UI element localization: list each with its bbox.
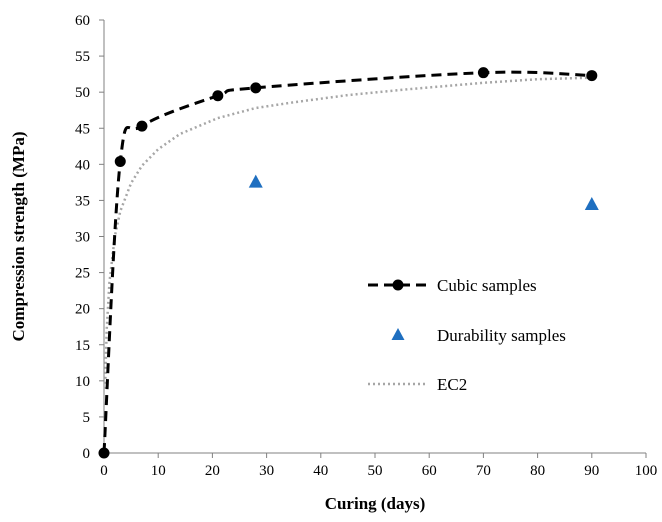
legend-entry-durability: Durability samples [391,326,566,345]
x-tick-label: 60 [422,463,437,479]
y-tick-label: 30 [75,230,90,246]
x-tick-label: 80 [530,463,545,479]
legend-durability-marker [391,328,405,340]
cubic-line [102,70,592,454]
durability-point [248,174,263,188]
x-tick-label: 90 [584,463,599,479]
y-tick-label: 50 [75,85,90,101]
y-tick-label: 15 [75,338,90,354]
legend-label-ec2: EC2 [437,375,467,394]
legend-label-cubic: Cubic samples [437,276,537,295]
x-tick-label: 50 [368,463,383,479]
y-tick-label: 25 [75,266,90,282]
durability-point [584,197,599,211]
cubic-point [98,447,110,459]
cubic-point [212,90,224,102]
legend-label-durability: Durability samples [437,326,566,345]
y-axis-title: Compression strength (MPa) [9,132,28,342]
legend-entry-ec2: EC2 [368,375,467,394]
cubic-point [114,155,126,167]
y-tick-label: 20 [75,302,90,318]
x-tick-label: 100 [635,463,658,479]
legend-cubic-marker [392,279,404,291]
y-tick-label: 35 [75,193,90,209]
axes: 0 10 20 30 40 50 60 70 80 90 100 0 5 10 15 20 25 30 35 40 45… [75,13,657,479]
y-tick-label: 5 [83,410,91,426]
x-tick-label: 40 [313,463,328,479]
y-tick-label: 55 [75,49,90,65]
cubic-point [136,120,148,132]
x-tick-label: 10 [151,463,166,479]
y-tick-label: 60 [75,13,90,29]
cubic-point [586,70,598,82]
legend: Cubic samples Durability samples EC2 [368,276,566,394]
cubic-point [250,82,262,94]
x-tick-label: 0 [100,463,108,479]
y-tick-label: 40 [75,157,90,173]
series-layer [98,67,599,459]
y-tick-label: 0 [83,446,91,462]
x-tick-label: 20 [205,463,220,479]
y-tick-label: 45 [75,121,90,137]
legend-entry-cubic: Cubic samples [368,276,537,295]
x-tick-label: 30 [259,463,274,479]
cubic-point [477,67,489,79]
x-axis-title: Curing (days) [325,494,426,513]
x-tick-label: 70 [476,463,491,479]
y-tick-label: 10 [75,374,90,390]
